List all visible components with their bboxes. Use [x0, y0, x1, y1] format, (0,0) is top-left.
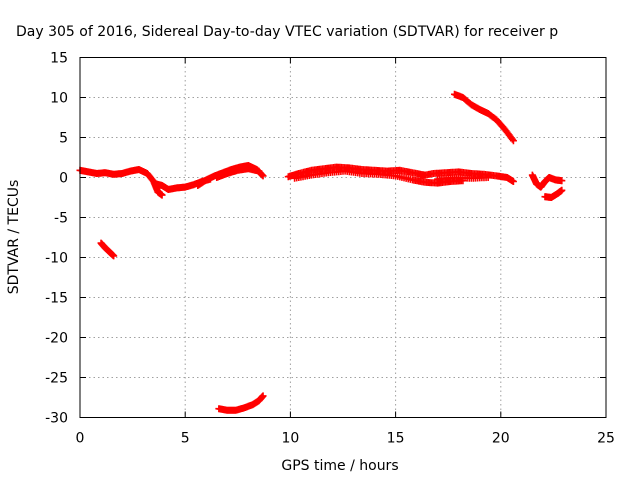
y-tick-label: 15 [50, 51, 68, 67]
data-segment [213, 165, 263, 181]
y-tick-label: -30 [45, 411, 68, 427]
data-segment [97, 239, 118, 260]
data-segment [215, 392, 267, 414]
data-segment [434, 174, 492, 183]
plot-frame [79, 57, 607, 418]
data-segment [451, 90, 517, 145]
y-tick-label: -5 [54, 211, 68, 227]
data-segment [291, 167, 467, 187]
data-point [158, 191, 166, 199]
data-point [259, 392, 267, 400]
y-tick-label: 10 [50, 91, 68, 107]
data-point [509, 178, 517, 185]
data-point [259, 172, 267, 180]
data-segment [528, 171, 566, 191]
x-tick-label: 20 [492, 431, 510, 447]
y-tick-label: -20 [45, 331, 68, 347]
chart-title: Day 305 of 2016, Sidereal Day-to-day VTE… [16, 24, 558, 40]
data-point [255, 167, 263, 175]
data-point [558, 186, 566, 194]
y-axis-label: SDTVAR / TECUs [6, 180, 22, 295]
grid [80, 57, 606, 418]
x-tick-label: 25 [597, 431, 615, 447]
x-axis-label: GPS time / hours [281, 458, 398, 474]
data-point [508, 135, 516, 143]
data-point [110, 252, 118, 260]
data-point [484, 174, 492, 181]
data-marks [76, 90, 566, 414]
y-tick-label: -10 [45, 251, 68, 267]
x-tick-label: 15 [387, 431, 405, 447]
data-point [509, 137, 517, 145]
data-point [558, 177, 566, 185]
x-tick-label: 5 [181, 431, 190, 447]
tick-labels: 0 5 10 15 20 25 -30 -25 -20 -15 -10 -5 0 5 10 15 [45, 51, 615, 447]
y-tick-label: 0 [59, 171, 68, 187]
x-tick-label: 0 [76, 431, 85, 447]
x-tick-label: 10 [281, 431, 299, 447]
ticks [79, 57, 607, 418]
data-segment [541, 186, 566, 201]
y-tick-label: -15 [45, 291, 68, 307]
y-tick-label: 5 [59, 131, 68, 147]
y-tick-label: -25 [45, 371, 68, 387]
data-segment [76, 166, 166, 199]
